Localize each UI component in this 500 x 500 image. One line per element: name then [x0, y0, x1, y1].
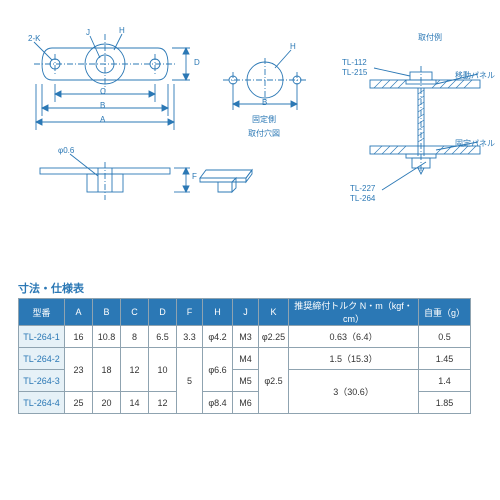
cell: 12	[121, 348, 149, 392]
cell: 0.63（6.4）	[289, 326, 419, 348]
cell: 20	[93, 392, 121, 414]
dim-b1: B	[100, 101, 105, 110]
cell-model: TL-264-3	[19, 370, 65, 392]
cell: 6.5	[149, 326, 177, 348]
cell: M6	[233, 392, 259, 414]
th-d: D	[149, 299, 177, 326]
cell: 16	[65, 326, 93, 348]
cell: φ8.4	[203, 392, 233, 414]
cell: φ4.2	[203, 326, 233, 348]
th-torque: 推奨締付トルク N・m（kgf・cm）	[289, 299, 419, 326]
cell: 0.5	[419, 326, 471, 348]
th-f: F	[177, 299, 203, 326]
diagrams-area: 2-K J H D C B A φ0.6 F H B 固定側 取付穴図 取付例 …	[0, 0, 500, 270]
dim-j: J	[86, 28, 90, 37]
cell: 1.5（15.3）	[289, 348, 419, 370]
cell-model: TL-264-1	[19, 326, 65, 348]
cell: 1.85	[419, 392, 471, 414]
cell: 10.8	[93, 326, 121, 348]
cell-model: TL-264-2	[19, 348, 65, 370]
cell: 14	[121, 392, 149, 414]
th-model: 型番	[19, 299, 65, 326]
dim-2k: 2-K	[28, 34, 40, 43]
cell: 25	[65, 392, 93, 414]
th-weight: 自重（g）	[419, 299, 471, 326]
dim-f: F	[192, 172, 197, 181]
cell: M3	[233, 326, 259, 348]
cell-model: TL-264-4	[19, 392, 65, 414]
callout-bot2: TL-264	[350, 194, 375, 203]
cell: M5	[233, 370, 259, 392]
th-b: B	[93, 299, 121, 326]
cell: φ2.5	[259, 348, 289, 414]
page-root: 2-K J H D C B A φ0.6 F H B 固定側 取付穴図 取付例 …	[0, 0, 500, 500]
callout-top2: TL-215	[342, 68, 367, 77]
cell: 1.4	[419, 370, 471, 392]
panel-bot-label: 固定パネル	[455, 138, 495, 149]
th-a: A	[65, 299, 93, 326]
cell: φ6.6	[203, 348, 233, 392]
cell: 5	[177, 348, 203, 414]
th-h: H	[203, 299, 233, 326]
dim-a: A	[100, 115, 105, 124]
cell: 23	[65, 348, 93, 392]
panel-top-label: 移動パネル	[455, 70, 495, 81]
hole-diagram-label: 取付穴図	[248, 128, 280, 139]
th-j: J	[233, 299, 259, 326]
callout-top1: TL-112	[342, 58, 367, 67]
cell: φ2.25	[259, 326, 289, 348]
cell: 3.3	[177, 326, 203, 348]
cell: M4	[233, 348, 259, 370]
dim-d: D	[194, 58, 200, 67]
dim-phi06: φ0.6	[58, 146, 74, 155]
th-c: C	[121, 299, 149, 326]
callout-bot1: TL-227	[350, 184, 375, 193]
table-row: TL-264-1 16 10.8 8 6.5 3.3 φ4.2 M3 φ2.25…	[19, 326, 471, 348]
dim-h2: H	[290, 42, 296, 51]
dim-h1: H	[119, 26, 125, 35]
example-label: 取付例	[418, 32, 442, 43]
th-k: K	[259, 299, 289, 326]
table-row: TL-264-2 23 18 12 10 5 φ6.6 M4 φ2.5 1.5（…	[19, 348, 471, 370]
spec-table: 型番 A B C D F H J K 推奨締付トルク N・m（kgf・cm） 自…	[18, 298, 471, 414]
fixed-side-label: 固定側	[252, 114, 276, 125]
dim-b2: B	[262, 98, 267, 107]
dim-c: C	[100, 87, 106, 96]
table-title: 寸法・仕様表	[18, 280, 84, 296]
cell: 1.45	[419, 348, 471, 370]
cell: 18	[93, 348, 121, 392]
table-header-row: 型番 A B C D F H J K 推奨締付トルク N・m（kgf・cm） 自…	[19, 299, 471, 326]
cell: 3（30.6）	[289, 370, 419, 414]
cell: 8	[121, 326, 149, 348]
cell: 10	[149, 348, 177, 392]
cell: 12	[149, 392, 177, 414]
